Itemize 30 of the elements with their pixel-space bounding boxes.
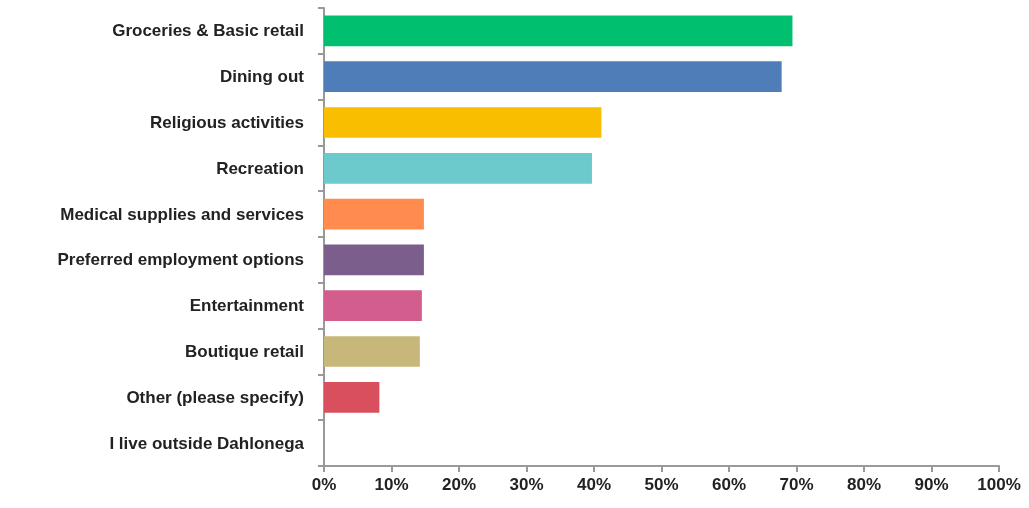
x-tick-label: 40% (576, 475, 612, 494)
bar (324, 381, 380, 413)
y-tick-label: Religious activities (150, 113, 304, 132)
x-tick-label: 30% (509, 475, 544, 494)
x-tick-label: 50% (644, 475, 679, 494)
x-tick-label: 60% (711, 475, 747, 494)
bar (324, 15, 793, 47)
y-tick-label: I live outside Dahlonega (109, 433, 305, 453)
bar (324, 290, 422, 322)
bar (324, 61, 782, 93)
y-tick-label: Preferred employment options (57, 250, 304, 270)
x-tick-label: 10% (374, 475, 409, 494)
y-tick-label: Other (please specify) (126, 387, 304, 407)
bar (324, 244, 424, 276)
bar (324, 336, 420, 367)
x-tick-label: 100% (977, 475, 1021, 494)
x-tick-label: 70% (779, 475, 814, 494)
y-tick-label: Groceries & Basic retail (112, 21, 304, 41)
y-tick-label: Recreation (216, 158, 304, 178)
bar (324, 198, 424, 230)
x-tick-label: 0% (311, 475, 337, 494)
y-tick-label: Dining out (219, 67, 305, 87)
x-tick-label: 20% (441, 475, 477, 494)
x-tick-label: 90% (914, 475, 949, 494)
y-tick-label: Medical supplies and services (60, 204, 304, 224)
x-tick-label: 80% (846, 475, 882, 494)
bar (324, 107, 602, 138)
bar (324, 152, 592, 184)
y-tick-label: Entertainment (189, 296, 305, 316)
y-tick-label: Boutique retail (184, 342, 304, 361)
